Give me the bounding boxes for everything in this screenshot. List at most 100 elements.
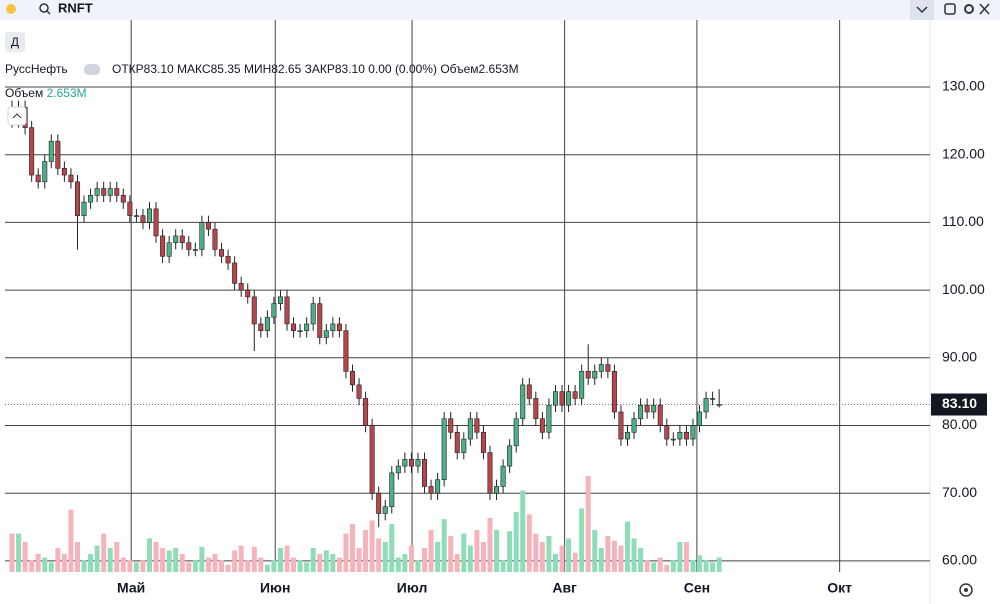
candle-body	[408, 459, 414, 467]
candle-body	[120, 195, 126, 203]
last-price-label: 83.10	[942, 395, 977, 411]
candle-body	[284, 296, 290, 325]
candle-body	[212, 228, 218, 250]
dropdown-button[interactable]	[910, 0, 934, 20]
volume-bar	[480, 542, 486, 572]
volume-bar	[402, 554, 408, 572]
settings-button[interactable]	[964, 4, 974, 14]
candle-body	[402, 459, 408, 467]
candle-body	[382, 506, 388, 514]
interval: Д	[11, 35, 19, 49]
candle-body	[690, 425, 696, 440]
candle-body	[454, 431, 460, 453]
volume-bar	[520, 490, 526, 572]
candle-body	[258, 323, 264, 332]
volume-bar	[16, 533, 22, 572]
volume-bar	[317, 554, 323, 572]
volume-bar	[644, 560, 650, 572]
volume-bar	[487, 518, 493, 572]
volume-bar	[166, 550, 172, 572]
volume-bar	[507, 531, 513, 572]
volume-legend: Объем 2.653M	[5, 86, 87, 100]
candle-body	[330, 323, 336, 332]
interval-button[interactable]	[5, 32, 25, 52]
candle-body	[435, 479, 441, 494]
candle-body	[428, 486, 434, 494]
volume-bar	[133, 562, 139, 572]
volume-bar	[147, 538, 153, 572]
volume-bar	[219, 560, 225, 572]
maximize-button[interactable]	[944, 3, 956, 15]
ohlc-value: 82.65	[271, 62, 301, 76]
volume-bar	[199, 546, 205, 572]
volume-bar	[690, 560, 696, 572]
candle-body	[55, 140, 61, 169]
candle-body	[88, 195, 94, 203]
candle-body	[323, 330, 329, 338]
y-tick-label: 130.00	[942, 78, 985, 94]
candle-body	[546, 404, 552, 433]
candle-body	[697, 411, 703, 426]
candle-body	[513, 418, 519, 447]
volume-bar	[153, 542, 159, 572]
candle-body	[644, 404, 650, 413]
volume-bar	[422, 548, 428, 572]
candle-body	[291, 323, 297, 332]
volume-bar	[304, 562, 310, 572]
candle-body	[133, 215, 139, 217]
candle-body	[500, 465, 506, 487]
close-button[interactable]	[979, 3, 990, 15]
volume-bar	[376, 538, 382, 572]
candle-body	[415, 459, 421, 467]
volume-bar	[264, 564, 270, 572]
volume-bar	[546, 536, 552, 572]
volume-bar	[441, 519, 447, 572]
candle-body	[618, 411, 624, 440]
candle-body	[566, 391, 572, 406]
legend-toggle[interactable]	[84, 64, 100, 75]
volume-bar	[579, 508, 585, 572]
volume-bar	[245, 560, 251, 572]
volume-bar	[585, 476, 591, 572]
volume-bar	[35, 554, 41, 572]
candle-body	[245, 289, 251, 298]
y-tick-label: 70.00	[942, 484, 977, 500]
volume-bar	[232, 550, 238, 572]
volume-bar	[716, 557, 722, 572]
candle-body	[42, 161, 48, 183]
volume-bar	[349, 524, 355, 572]
y-tick-label: 100.00	[942, 281, 985, 297]
dropdown-icon	[916, 6, 928, 14]
candle-body	[81, 201, 87, 216]
volume-bar	[382, 542, 388, 572]
candle-body	[677, 431, 683, 440]
volume-bar	[611, 540, 617, 572]
scale-settings-dot	[964, 588, 968, 592]
candle-body	[166, 242, 172, 257]
volume-bar	[81, 560, 87, 572]
search-icon[interactable]	[39, 3, 49, 13]
candle-body	[605, 364, 611, 372]
volume-bar	[88, 554, 94, 572]
candle-body	[611, 371, 617, 413]
candle-body	[559, 391, 565, 406]
volume-bar	[225, 564, 231, 572]
status-dot	[6, 4, 16, 14]
candle-body	[494, 486, 500, 494]
volume-bar	[238, 545, 244, 572]
symbol[interactable]: RNFT	[58, 0, 93, 15]
ohlc-name: ЗАКР	[305, 62, 335, 76]
volume-bar	[173, 548, 179, 572]
candle-body	[147, 208, 153, 223]
candle-body	[422, 459, 428, 487]
candle-body	[153, 208, 159, 237]
volume-bar	[539, 542, 545, 572]
candle-body	[219, 249, 225, 257]
volume-bar	[22, 542, 28, 572]
volume-bar	[284, 545, 290, 572]
volume-legend-value: 2.653M	[47, 86, 87, 100]
candle-body	[29, 127, 35, 176]
ohlc-name: МАКС	[177, 62, 211, 76]
collapse-button[interactable]	[7, 106, 27, 126]
scale-settings[interactable]	[959, 583, 973, 597]
